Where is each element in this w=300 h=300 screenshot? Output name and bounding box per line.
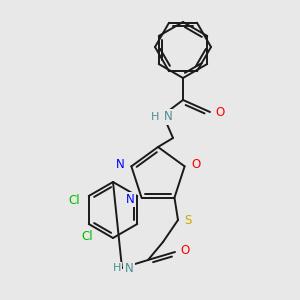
Text: N: N — [126, 193, 135, 206]
Text: O: O — [191, 158, 200, 171]
Text: N: N — [124, 262, 134, 275]
Text: S: S — [184, 214, 192, 226]
Text: Cl: Cl — [68, 194, 80, 208]
Text: N: N — [164, 110, 172, 124]
Text: O: O — [180, 244, 190, 256]
Text: Cl: Cl — [81, 230, 93, 244]
Text: H: H — [113, 263, 121, 273]
Text: N: N — [116, 158, 125, 171]
Text: O: O — [215, 106, 225, 118]
Text: H: H — [151, 112, 159, 122]
